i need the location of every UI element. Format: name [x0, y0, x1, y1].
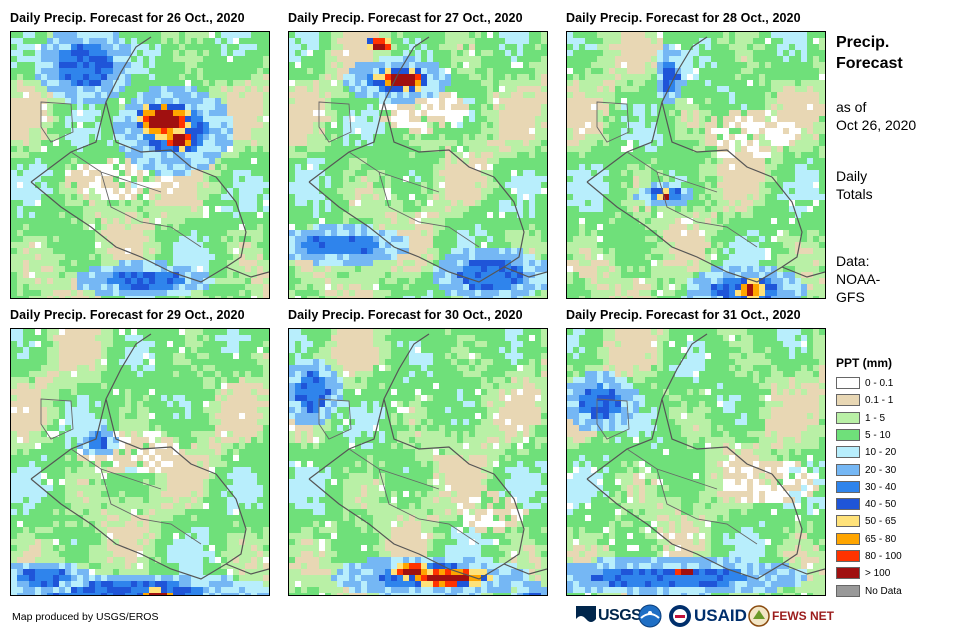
coastline — [30, 333, 269, 580]
legend-label: > 100 — [865, 568, 891, 580]
fewsnet-logo-text: FEWS NET — [772, 609, 834, 623]
as-of-line2: Oct 26, 2020 — [836, 117, 917, 133]
data-line2: NOAA- — [836, 271, 881, 287]
legend-label: 20 - 30 — [865, 464, 897, 476]
totals-line2: Totals — [836, 186, 873, 202]
coastline — [308, 333, 547, 580]
daily-totals-label: Daily Totals — [836, 167, 873, 203]
sidebar-title-line2: Forecast — [836, 55, 903, 72]
usgs-logo-text: USGS — [598, 607, 642, 624]
panel-title-4: Daily Precip. Forecast for 29 Oct., 2020 — [10, 308, 245, 322]
precip-map-1 — [10, 31, 270, 299]
legend-label: 40 - 50 — [865, 499, 897, 511]
legend-label: 5 - 10 — [865, 429, 891, 441]
precip-grid — [289, 32, 547, 298]
country-borders — [40, 398, 202, 545]
precip-grid — [11, 32, 269, 298]
legend-title: PPT (mm) — [836, 356, 893, 370]
usgs-wave-icon — [576, 606, 596, 626]
usaid-seal-icon — [669, 605, 691, 627]
precip-map-6 — [566, 328, 826, 596]
sidebar-title: Precip. Forecast — [836, 32, 903, 74]
country-borders — [596, 101, 758, 248]
as-of-line1: as of — [836, 99, 867, 115]
legend-label: 10 - 20 — [865, 447, 897, 459]
legend-label: No Data — [865, 585, 902, 597]
precip-grid — [11, 329, 269, 595]
legend-swatch — [836, 411, 860, 424]
noaa-emblem-icon — [638, 604, 662, 628]
legend-label: 0 - 0.1 — [865, 378, 894, 389]
legend-swatch — [836, 377, 860, 389]
legend-label: 30 - 40 — [865, 481, 897, 493]
fewsnet-logo: FEWS NET — [748, 602, 834, 630]
legend-swatch — [836, 567, 860, 580]
country-borders — [318, 101, 480, 248]
legend-swatch — [836, 532, 860, 545]
legend-swatch — [836, 550, 860, 562]
legend-label: 80 - 100 — [865, 551, 902, 562]
legend-swatch — [836, 480, 860, 493]
panel-title-6: Daily Precip. Forecast for 31 Oct., 2020 — [566, 308, 801, 322]
precip-map-5 — [288, 328, 548, 596]
usaid-logo-text: USAID — [694, 606, 747, 625]
sidebar-title-line1: Precip. — [836, 34, 890, 51]
precip-map-2 — [288, 31, 548, 299]
precip-grid — [289, 329, 547, 595]
precip-map-3 — [566, 31, 826, 299]
panel-title-5: Daily Precip. Forecast for 30 Oct., 2020 — [288, 308, 523, 322]
panel-title-1: Daily Precip. Forecast for 26 Oct., 2020 — [10, 11, 245, 25]
legend-swatch — [836, 498, 860, 511]
data-line1: Data: — [836, 253, 870, 269]
usaid-logo: USAID — [668, 602, 747, 630]
usgs-logo: USGS — [576, 602, 642, 630]
legend-swatch — [836, 394, 860, 407]
coastline — [308, 36, 547, 283]
credit-text: Map produced by USGS/EROS — [12, 611, 159, 623]
totals-line1: Daily — [836, 168, 868, 184]
fewsnet-emblem-icon — [748, 605, 770, 627]
legend-label: 0.1 - 1 — [865, 395, 894, 407]
coastline — [586, 333, 825, 580]
coastline — [586, 36, 825, 283]
country-borders — [596, 398, 758, 545]
noaa-logo — [638, 602, 662, 630]
legend-swatch — [836, 584, 860, 597]
data-source: Data: NOAA- GFS — [836, 252, 880, 306]
legend-swatch — [836, 463, 860, 476]
country-borders — [40, 101, 202, 248]
legend-label: 50 - 65 — [865, 516, 897, 528]
panel-title-2: Daily Precip. Forecast for 27 Oct., 2020 — [288, 11, 523, 25]
data-line3: GFS — [836, 289, 865, 305]
panel-title-3: Daily Precip. Forecast for 28 Oct., 2020 — [566, 11, 801, 25]
precip-map-4 — [10, 328, 270, 596]
as-of-date: as of Oct 26, 2020 — [836, 98, 916, 134]
legend-swatch — [836, 515, 860, 528]
legend-label: 1 - 5 — [865, 412, 886, 424]
legend-swatch — [836, 446, 860, 459]
coastline — [30, 36, 269, 283]
legend-label: 65 - 80 — [865, 533, 897, 545]
precip-grid — [567, 329, 825, 595]
legend-swatch — [836, 428, 860, 441]
precip-grid — [567, 32, 825, 298]
country-borders — [318, 398, 480, 545]
